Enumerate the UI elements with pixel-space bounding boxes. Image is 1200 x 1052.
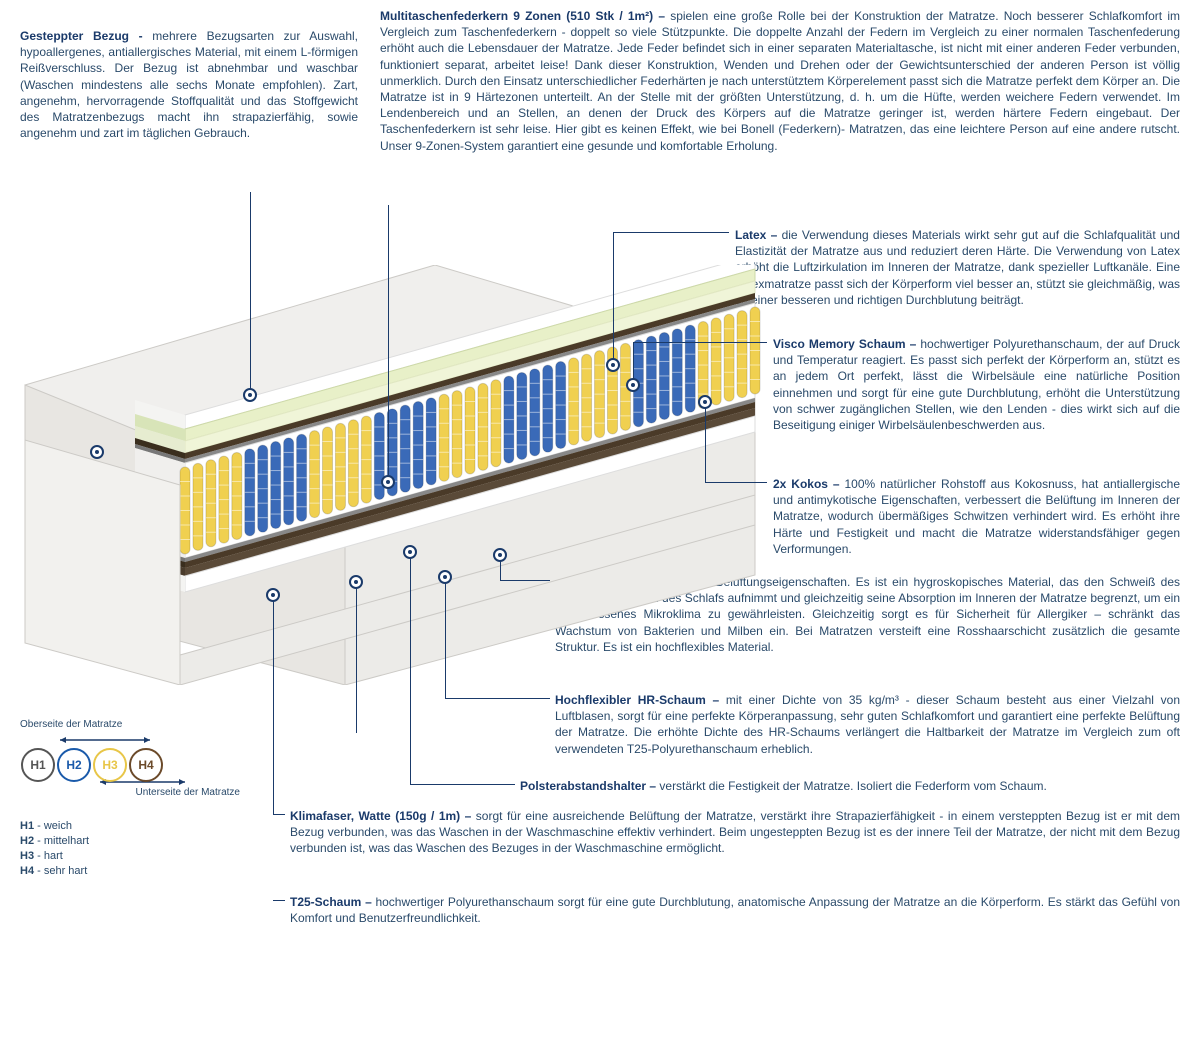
callout-marker-icon — [626, 378, 640, 392]
layer-kokos: 2x Kokos – 100% natürlicher Rohstoff aus… — [773, 476, 1180, 557]
legend-circle-h3: H3 — [93, 748, 127, 782]
callout-line — [356, 583, 357, 733]
callout-line — [410, 553, 411, 784]
callout-line — [445, 698, 550, 699]
legend-list: H1 - weichH2 - mittelhartH3 - hartH4 - s… — [20, 819, 250, 878]
legend-item: H1 - weich — [20, 819, 250, 834]
layer-latex: Latex – die Verwendung dieses Materials … — [735, 227, 1180, 308]
legend-circle-h1: H1 — [21, 748, 55, 782]
callout-marker-icon — [403, 545, 417, 559]
layer-latex-title: Latex – — [735, 228, 782, 242]
layer-hr: Hochflexibler HR-Schaum – mit einer Dich… — [555, 692, 1180, 757]
callout-marker-icon — [381, 475, 395, 489]
layer-visco: Visco Memory Schaum – hochwertiger Polyu… — [773, 336, 1180, 433]
layer-klima-title: Klimafaser, Watte (150g / 1m) – — [290, 809, 476, 823]
layer-t25: T25-Schaum – hochwertiger Polyurethansch… — [290, 894, 1180, 926]
callout-marker-icon — [349, 575, 363, 589]
layer-visco-title: Visco Memory Schaum – — [773, 337, 920, 351]
callout-line — [705, 482, 767, 483]
callout-marker-icon — [606, 358, 620, 372]
legend-top-label: Oberseite der Matratze — [20, 718, 250, 732]
legend-circle-h4: H4 — [129, 748, 163, 782]
legend-circle-h2: H2 — [57, 748, 91, 782]
layer-federkern: Multitaschenfederkern 9 Zonen (510 Stk /… — [380, 8, 1180, 154]
legend-item: H2 - mittelhart — [20, 834, 250, 849]
layer-t25-text: hochwertiger Polyurethanschaum sorgt für… — [290, 895, 1180, 925]
layer-polster: Polsterabstandshalter – verstärkt die Fe… — [520, 778, 1180, 794]
callout-marker-icon — [243, 388, 257, 402]
layer-klima: Klimafaser, Watte (150g / 1m) – sorgt fü… — [290, 808, 1180, 857]
callout-line — [705, 402, 706, 482]
callout-marker-icon — [438, 570, 452, 584]
layer-visco-text: hochwertiger Polyurethanschaum, der auf … — [773, 337, 1180, 432]
callout-marker-icon — [266, 588, 280, 602]
layer-bezug-text: mehrere Bezugsarten zur Auswahl, hypoall… — [20, 29, 358, 140]
callout-line — [445, 578, 446, 698]
layer-polster-text: verstärkt die Festigkeit der Matratze. I… — [659, 779, 1046, 793]
layer-polster-title: Polsterabstandshalter – — [520, 779, 659, 793]
legend-bottom-label: Unterseite der Matratze — [20, 786, 250, 800]
callout-line — [388, 205, 389, 475]
callout-line — [273, 595, 274, 814]
callout-line — [633, 342, 767, 343]
layer-bezug: Gesteppter Bezug - mehrere Bezugsarten z… — [20, 28, 358, 141]
callout-line — [273, 814, 285, 815]
hardness-legend: Oberseite der Matratze H1H2H3H4 Untersei… — [20, 718, 250, 879]
layer-bezug-title: Gesteppter Bezug - — [20, 29, 152, 43]
layer-federkern-title: Multitaschenfederkern 9 Zonen (510 Stk /… — [380, 9, 670, 23]
callout-line — [613, 232, 614, 362]
legend-item: H3 - hart — [20, 849, 250, 864]
layer-t25-title: T25-Schaum – — [290, 895, 375, 909]
callout-line — [633, 342, 634, 382]
callout-marker-icon — [493, 548, 507, 562]
layer-kokos-title: 2x Kokos – — [773, 477, 844, 491]
legend-item: H4 - sehr hart — [20, 864, 250, 879]
layer-hr-title: Hochflexibler HR-Schaum – — [555, 693, 726, 707]
mattress-diagram — [15, 265, 770, 685]
callout-line — [500, 580, 550, 581]
layer-federkern-text: spielen eine große Rolle bei der Konstru… — [380, 9, 1180, 153]
callout-marker-icon — [90, 445, 104, 459]
callout-line — [410, 784, 515, 785]
layer-latex-text: die Verwendung dieses Materials wirkt se… — [735, 228, 1180, 307]
callout-line — [250, 192, 251, 392]
callout-marker-icon — [698, 395, 712, 409]
callout-line — [613, 232, 729, 233]
callout-line — [273, 900, 285, 901]
